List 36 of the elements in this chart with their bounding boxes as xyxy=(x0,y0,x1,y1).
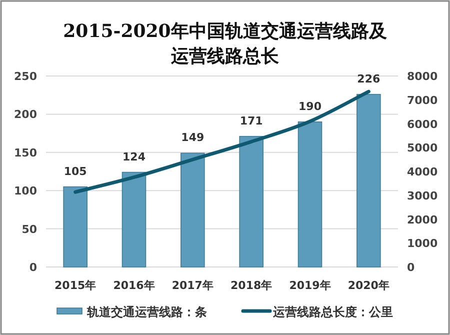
data-label: 105 xyxy=(64,164,87,178)
y2-tick-label: 7000 xyxy=(407,94,438,107)
data-label: 190 xyxy=(298,100,322,113)
y2-tick-label: 4000 xyxy=(407,166,438,178)
x-tick-label: 2015年 xyxy=(54,279,96,292)
y2-tick-label: 8000 xyxy=(407,70,438,83)
y2-tick-label: 3000 xyxy=(407,189,438,202)
bar xyxy=(239,136,264,268)
data-label: 149 xyxy=(181,131,204,144)
y-tick-label: 0 xyxy=(29,261,38,274)
x-tick-label: 2017年 xyxy=(172,279,214,292)
bar xyxy=(122,172,146,268)
data-label: 124 xyxy=(122,150,146,164)
x-tick-label: 2020年 xyxy=(348,279,390,292)
legend-label: 运营线路总长度：公里 xyxy=(272,305,393,319)
y-tick-label: 100 xyxy=(14,184,38,198)
legend-label: 轨道交通运营线路：条 xyxy=(86,305,207,319)
data-label: 226 xyxy=(357,72,380,86)
x-tick-label: 2016年 xyxy=(113,279,155,292)
y2-tick-label: 5000 xyxy=(407,142,438,155)
y-tick-label: 50 xyxy=(22,222,38,236)
y2-tick-label: 1000 xyxy=(407,237,438,250)
bar xyxy=(298,121,322,268)
bar xyxy=(63,186,88,268)
y2-tick-label: 2000 xyxy=(407,213,438,226)
y-tick-label: 250 xyxy=(14,70,38,83)
bar xyxy=(356,94,381,268)
chart-title: 2015-2020年中国轨道交通运营线路及运营线路总长 xyxy=(63,21,387,67)
data-label: 171 xyxy=(240,114,263,128)
x-tick-label: 2018年 xyxy=(230,279,272,292)
y2-tick-label: 6000 xyxy=(407,118,438,131)
y-tick-label: 150 xyxy=(14,146,38,160)
x-tick-label: 2019年 xyxy=(289,279,331,292)
y2-tick-label: 0 xyxy=(407,261,415,274)
y-tick-label: 200 xyxy=(14,108,38,122)
bar xyxy=(180,152,205,268)
